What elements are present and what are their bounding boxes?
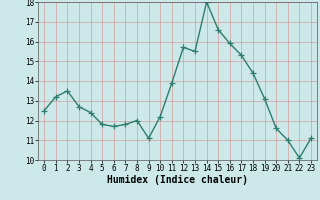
- X-axis label: Humidex (Indice chaleur): Humidex (Indice chaleur): [107, 175, 248, 185]
